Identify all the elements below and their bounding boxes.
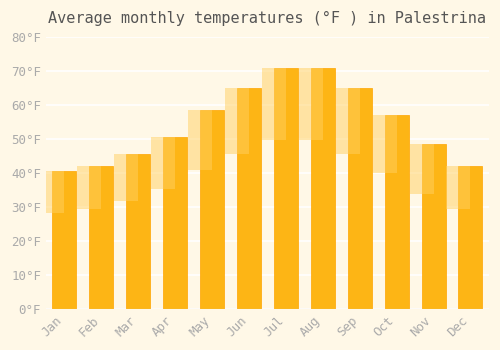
Bar	[52, 171, 76, 309]
Bar	[410, 144, 434, 194]
Bar	[446, 166, 470, 209]
Bar	[237, 88, 261, 309]
Bar	[90, 166, 114, 309]
Bar	[336, 88, 359, 154]
Bar	[348, 88, 372, 309]
Bar	[126, 154, 150, 309]
Bar	[151, 137, 175, 189]
Bar	[78, 166, 102, 209]
Bar	[200, 110, 224, 309]
Bar	[225, 88, 249, 154]
Bar	[458, 166, 482, 309]
Bar	[311, 68, 335, 309]
Bar	[40, 171, 64, 212]
Bar	[384, 115, 408, 309]
Bar	[299, 68, 323, 140]
Bar	[163, 137, 187, 309]
Bar	[262, 68, 286, 140]
Bar	[422, 144, 446, 309]
Bar	[372, 115, 396, 173]
Title: Average monthly temperatures (°F ) in Palestrina: Average monthly temperatures (°F ) in Pa…	[48, 11, 486, 26]
Bar	[274, 68, 298, 309]
Bar	[114, 154, 138, 201]
Bar	[188, 110, 212, 170]
